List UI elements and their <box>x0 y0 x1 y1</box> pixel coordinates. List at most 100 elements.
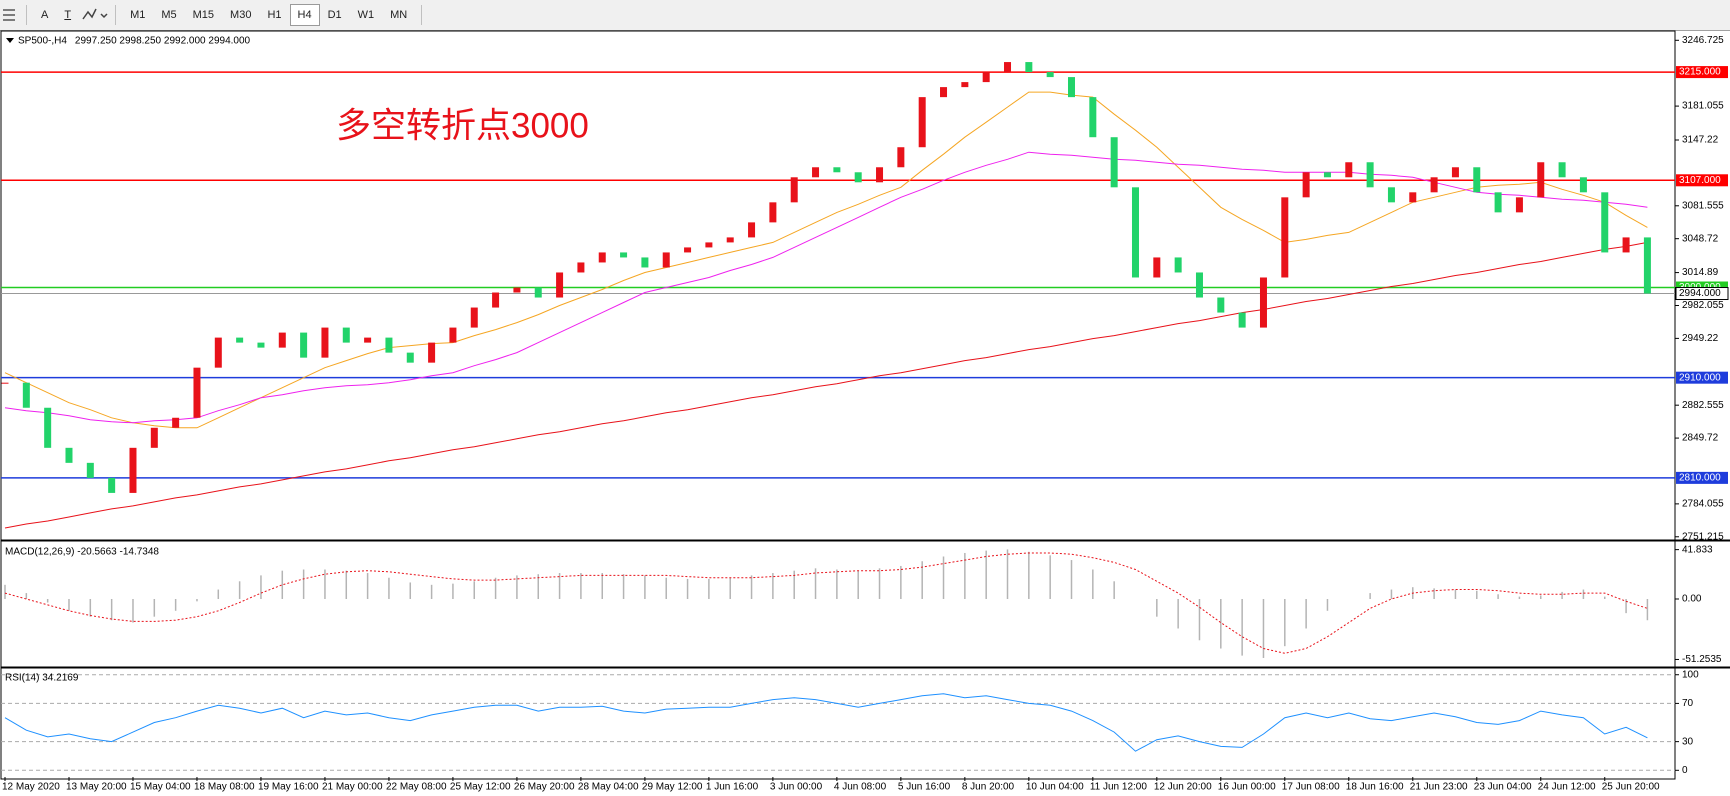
candle <box>1323 172 1331 178</box>
x-tick-label: 11 Jun 12:00 <box>1090 782 1148 793</box>
rsi-line <box>4 693 1648 752</box>
moving-average <box>4 91 1648 429</box>
candle <box>1259 277 1267 328</box>
y-tick-label: 2949.22 <box>1682 333 1719 344</box>
candle <box>641 257 649 268</box>
candle <box>833 167 841 173</box>
level-tag <box>1676 174 1728 187</box>
candle <box>1579 177 1587 193</box>
candle <box>1366 162 1374 188</box>
candle <box>897 147 905 168</box>
candle <box>342 327 350 343</box>
x-tick-label: 12 May 2020 <box>2 782 60 793</box>
x-tick-label: 1 Jun 16:00 <box>706 782 759 793</box>
x-tick-label: 15 May 04:00 <box>130 782 191 793</box>
timeframe-button[interactable]: H4 <box>289 4 320 26</box>
candle <box>1643 237 1651 294</box>
y-tick-label: 2882.555 <box>1682 400 1724 411</box>
candle <box>1046 72 1054 78</box>
candle <box>108 477 116 493</box>
candle <box>705 242 713 248</box>
y-tick-label: 3181.055 <box>1682 101 1724 112</box>
candle <box>1515 197 1523 213</box>
candle <box>748 222 756 238</box>
menu-icon[interactable] <box>0 5 20 25</box>
timeframe-button[interactable]: M15 <box>192 9 215 21</box>
y-tick-label: 3048.72 <box>1682 233 1719 244</box>
y-tick-label: 3014.89 <box>1682 267 1719 278</box>
y-tick-label: 70 <box>1682 698 1694 709</box>
candle <box>1089 97 1097 138</box>
x-tick-label: 19 May 16:00 <box>258 782 319 793</box>
candle <box>1558 162 1566 178</box>
candle <box>22 382 30 408</box>
candle <box>684 247 692 253</box>
y-tick-label: 30 <box>1682 736 1694 747</box>
candle <box>385 337 393 353</box>
candle <box>534 287 542 298</box>
candle <box>214 337 222 368</box>
timeframe-button[interactable]: D1 <box>327 9 342 21</box>
candle <box>513 287 521 293</box>
shapes-tool[interactable] <box>79 5 109 25</box>
candle <box>1302 172 1310 198</box>
candle <box>129 447 137 493</box>
timeframe-button[interactable]: M30 <box>230 9 252 21</box>
candle <box>1622 237 1630 253</box>
candle <box>236 337 244 343</box>
level-label: 2810.000 <box>1679 473 1721 484</box>
candle <box>918 97 926 148</box>
tool-button[interactable]: A <box>41 9 49 21</box>
candle <box>44 407 52 448</box>
x-tick-label: 24 Jun 12:00 <box>1538 782 1596 793</box>
candle <box>364 337 372 343</box>
indicator-title: RSI(14) 34.2169 <box>5 673 79 684</box>
current-price-label: 2994.000 <box>1679 288 1721 299</box>
candle <box>769 202 777 223</box>
candle <box>1387 187 1395 203</box>
candle <box>193 367 201 418</box>
candle <box>1537 162 1545 198</box>
x-tick-label: 26 May 20:00 <box>514 782 575 793</box>
candle <box>1068 77 1075 98</box>
x-tick-label: 18 May 08:00 <box>194 782 255 793</box>
x-tick-label: 3 Jun 00:00 <box>770 782 823 793</box>
timeframe-button[interactable]: MN <box>390 9 408 21</box>
candle <box>150 427 158 448</box>
separator <box>115 5 117 25</box>
timeframe-button[interactable]: M1 <box>130 9 146 21</box>
candle <box>1601 192 1609 253</box>
y-tick-label: 0.00 <box>1682 594 1702 605</box>
candle <box>172 417 180 428</box>
signal-line <box>4 552 1648 654</box>
candle <box>1430 177 1438 193</box>
candle <box>1473 167 1481 193</box>
y-tick-label: 2784.055 <box>1682 499 1724 510</box>
candle <box>556 272 564 298</box>
candle <box>620 252 628 258</box>
x-tick-label: 21 May 00:00 <box>322 782 383 793</box>
level-label: 3215.000 <box>1679 67 1721 78</box>
y-tick-label: -51.2535 <box>1682 654 1722 665</box>
candle <box>1004 62 1012 73</box>
timeframe-button[interactable]: W1 <box>357 9 375 21</box>
candle <box>961 82 969 88</box>
current-price-tag <box>1675 287 1729 301</box>
chart-menu-arrow <box>6 38 14 43</box>
candle <box>726 237 734 243</box>
candle <box>65 447 73 463</box>
timeframe-button[interactable]: H1 <box>267 9 282 21</box>
candle <box>790 177 798 203</box>
timeframe-button[interactable]: M5 <box>161 9 177 21</box>
tool-button[interactable]: T <box>64 9 72 21</box>
annotation: 多空转折点3000 <box>336 106 589 145</box>
candle <box>812 167 820 178</box>
candle <box>428 342 436 363</box>
chart-title: SP500-,H4 <box>18 36 67 47</box>
candle <box>598 252 606 263</box>
candle <box>300 332 308 358</box>
candle <box>278 332 286 348</box>
toolbar: A T M1 M5 M15 M30 H1 H4 D1 W1 MN <box>0 0 1730 31</box>
